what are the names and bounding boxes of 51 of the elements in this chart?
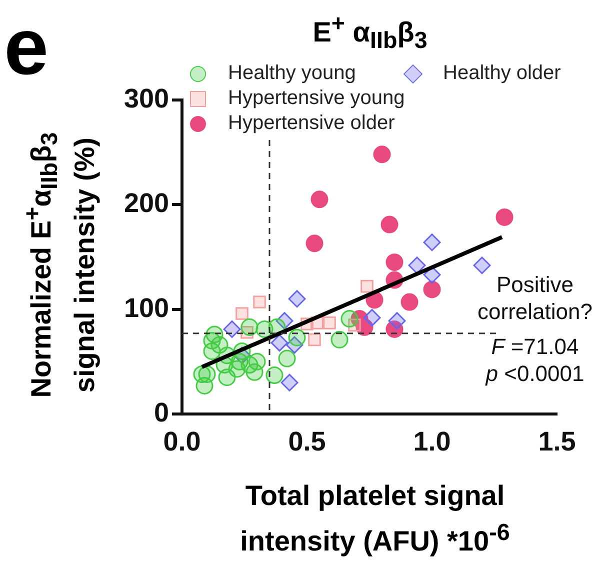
- y-tick-label: 0: [154, 397, 169, 428]
- point: [423, 280, 441, 298]
- point: [223, 320, 241, 338]
- point: [386, 253, 404, 271]
- point: [288, 290, 306, 308]
- point: [408, 256, 426, 274]
- point: [356, 318, 374, 336]
- legend-label: Hypertensive young: [228, 87, 405, 110]
- x-axis-title: Total platelet signal intensity (AFU) *10$^{-6}$: [239, 479, 511, 558]
- point: [253, 296, 266, 308]
- annotation: p <0.0001: [484, 361, 584, 386]
- point: [248, 352, 266, 370]
- point: [496, 208, 514, 226]
- point: [340, 310, 358, 328]
- y-tick-label: 200: [124, 188, 169, 218]
- point: [330, 330, 348, 348]
- y-tick-label: 100: [124, 292, 169, 323]
- point: [388, 312, 406, 330]
- legend-label: Hypertensive older: [228, 112, 395, 135]
- point: [278, 350, 296, 368]
- point: [206, 326, 224, 344]
- point: [308, 333, 321, 346]
- point: [306, 234, 324, 252]
- point: [280, 374, 298, 392]
- y-tick-label: 300: [124, 83, 169, 114]
- point: [473, 256, 491, 274]
- point: [380, 216, 398, 234]
- point: [323, 316, 336, 330]
- x-tick-label: 1.5: [538, 426, 576, 457]
- point: [270, 334, 288, 352]
- legend-label: Healthy young: [228, 62, 356, 85]
- x-tick-label: 0.0: [163, 426, 201, 457]
- annotation: F =71.04: [491, 334, 579, 359]
- point: [373, 146, 391, 164]
- point: [400, 293, 418, 311]
- point: [266, 366, 284, 384]
- x-tick-label: 1.0: [413, 426, 451, 457]
- point: [236, 307, 248, 320]
- point: [386, 320, 404, 338]
- point: [198, 365, 216, 383]
- point: [423, 234, 441, 252]
- point: [240, 318, 258, 336]
- point: [360, 280, 374, 293]
- point: [310, 190, 328, 208]
- x-tick-label: 0.5: [288, 426, 326, 457]
- annotation: Positive correlation?: [478, 272, 592, 324]
- chart-title: E$^{+}$ α$_{IIb}$β$_{3}$: [312, 10, 428, 54]
- point: [363, 308, 381, 326]
- legend-label: Healthy older: [443, 62, 561, 85]
- point: [288, 328, 306, 346]
- text: e: [4, 2, 48, 92]
